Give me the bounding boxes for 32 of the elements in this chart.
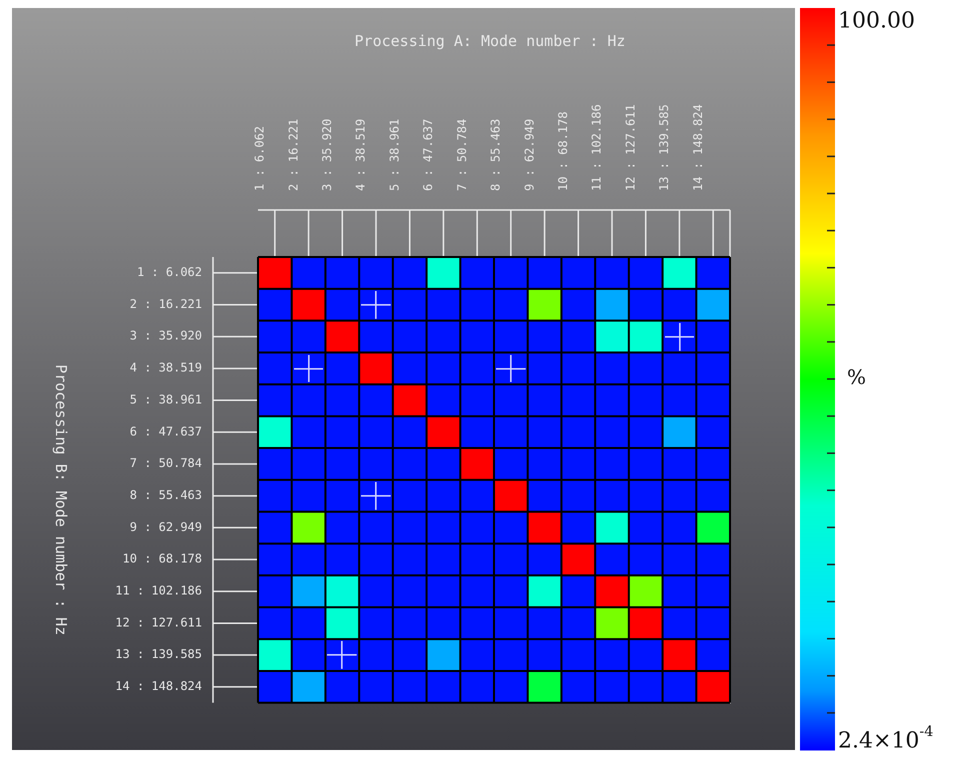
x-tick-label: 2 : 16.221 bbox=[286, 118, 300, 191]
y-tick-label: 13 : 139.585 bbox=[115, 647, 202, 662]
y-tick-label: 11 : 102.186 bbox=[115, 583, 202, 598]
color-bar-title: % bbox=[847, 365, 866, 390]
x-tick-label: 4 : 38.519 bbox=[354, 118, 368, 191]
y-tick-label: 1 : 6.062 bbox=[136, 265, 202, 280]
x-tick-label: 3 : 35.920 bbox=[320, 118, 334, 191]
x-tick-label: 1 : 6.062 bbox=[252, 126, 267, 191]
y-tick-label: 10 : 68.178 bbox=[122, 552, 202, 566]
y-axis-title: Processing B: Mode number : Hz bbox=[52, 364, 70, 636]
y-tick-label: 8 : 55.463 bbox=[130, 488, 202, 502]
y-tick-label: 6 : 47.637 bbox=[130, 424, 202, 438]
y-tick-label: 2 : 16.221 bbox=[130, 296, 202, 311]
x-tick-label: 8 : 55.463 bbox=[488, 118, 503, 191]
x-tick-label: 5 : 38.961 bbox=[387, 118, 402, 191]
chart-title: Processing A: Mode number : Hz bbox=[354, 32, 626, 50]
x-tick-label: 7 : 50.784 bbox=[454, 118, 469, 191]
x-tick-label: 14 : 148.824 bbox=[690, 104, 705, 191]
y-tick-label: 14 : 148.824 bbox=[115, 679, 202, 694]
color-bar-label: 100.00 bbox=[838, 8, 915, 34]
x-tick-label: 11 : 102.186 bbox=[590, 104, 604, 191]
x-tick-label: 6 : 47.637 bbox=[421, 118, 436, 191]
y-tick-label: 7 : 50.784 bbox=[130, 456, 202, 470]
y-tick-label: 4 : 38.519 bbox=[130, 360, 202, 375]
x-tick-label: 12 : 127.611 bbox=[623, 104, 638, 191]
x-tick-label: 9 : 62.949 bbox=[522, 118, 536, 191]
y-tick-label: 12 : 127.611 bbox=[115, 615, 202, 630]
x-tick-label: 13 : 139.585 bbox=[657, 104, 672, 191]
y-tick-label: 3 : 35.920 bbox=[130, 328, 202, 343]
y-tick-label: 5 : 38.961 bbox=[130, 392, 202, 406]
x-tick-label: 10 : 68.178 bbox=[556, 112, 570, 191]
y-tick-label: 9 : 62.949 bbox=[130, 520, 202, 534]
